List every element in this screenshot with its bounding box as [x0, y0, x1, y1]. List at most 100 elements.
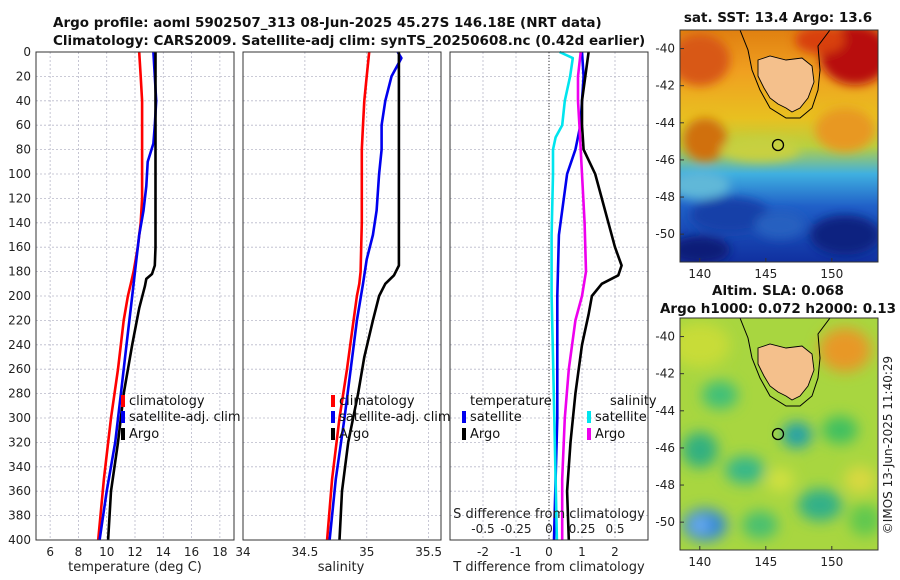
temperature-legend-argo: Argo: [129, 427, 159, 442]
map-ytick-label: -50: [655, 515, 675, 529]
temp-xtick-label: 18: [212, 545, 227, 559]
sst-map: sat. SST: 13.4 Argo: 13.6 -40-42-44-46-4: [655, 10, 879, 281]
series-line-climatology: [325, 51, 371, 541]
sla-map-frame: [679, 317, 879, 551]
legend-swatch-climatology: [331, 395, 335, 407]
s-difference-label: S difference from climatology: [453, 507, 645, 522]
temperature-xlabel: temperature (deg C): [68, 560, 202, 575]
depth-tick-label: 160: [8, 240, 31, 254]
series-line-argo: [338, 52, 401, 541]
sst-patches: [680, 30, 878, 262]
depth-tick-label: 320: [8, 435, 31, 449]
figure-title-line1: Argo profile: aoml 5902507_313 08-Jun-20…: [53, 15, 602, 31]
depth-tick-label: 240: [8, 338, 31, 352]
map-ytick-label: -42: [655, 79, 675, 93]
map-ytick-label: -42: [655, 367, 675, 381]
diff-xtick-label: 0: [545, 545, 553, 559]
legend-swatch-s-argo: [587, 428, 591, 440]
depth-tick-label: 0: [23, 45, 31, 59]
s-diff-tick-label: -0.5: [471, 522, 494, 536]
depth-tick-label: 80: [16, 143, 31, 157]
sal-xtick-label: 34: [235, 545, 250, 559]
salinity-axes-frame: [242, 51, 442, 541]
temperature-legend-climatology: climatology: [129, 394, 205, 409]
diff-xtick-label: 1: [578, 545, 586, 559]
sla-map-title: Altim. SLA: 0.068: [712, 283, 844, 299]
sla-map: Altim. SLA: 0.068 Argo h1000: 0.072 h200…: [655, 283, 896, 569]
temperature-legend: climatology satellite-adj. clim Argo: [121, 394, 241, 442]
bathymetry-contour: [739, 30, 831, 119]
map-ytick-label: -40: [655, 330, 675, 344]
depth-tick-label: 180: [8, 265, 31, 279]
depth-tick-label: 200: [8, 289, 31, 303]
depth-tick-label: 280: [8, 387, 31, 401]
depth-tick-label: 220: [8, 313, 31, 327]
legend-swatch-satellite: [121, 411, 125, 423]
series-line-satellite-adj-clim: [328, 51, 403, 541]
temperature-axes-frame: [35, 51, 235, 541]
sst-map-frame: [679, 29, 879, 263]
map-ytick-label: -44: [655, 404, 675, 418]
bathymetry-contour: [739, 318, 831, 407]
map-ytick-label: -48: [655, 190, 675, 204]
figure-title-line2: Climatology: CARS2009. Satellite-adj cli…: [53, 33, 645, 49]
legend-title-salinity: salinity: [610, 394, 657, 409]
s-diff-tick-label: 0.5: [605, 522, 624, 536]
legend-s-argo: Argo: [595, 427, 625, 442]
temp-xtick-label: 16: [184, 545, 199, 559]
salinity-legend-climatology: climatology: [339, 394, 415, 409]
tasmania-landmass: [757, 343, 815, 401]
temp-xtick-label: 10: [99, 545, 114, 559]
diff-xtick-label: 2: [611, 545, 619, 559]
map-ytick-label: -40: [655, 42, 675, 56]
difference-axes-frame: [449, 51, 649, 541]
map-ytick-label: -46: [655, 441, 675, 455]
legend-swatch-argo: [121, 428, 125, 440]
series-line-salinity-satellite: [550, 50, 575, 541]
map-xtick-label: 150: [820, 267, 843, 281]
series-line-salinity-argo: [560, 51, 588, 540]
legend-swatch-satellite: [331, 411, 335, 423]
diff-xtick-label: -2: [477, 545, 489, 559]
series-line-argo: [106, 52, 157, 541]
depth-tick-label: 360: [8, 484, 31, 498]
s-diff-tick-label: -0.25: [500, 522, 531, 536]
temp-xtick-label: 12: [127, 545, 142, 559]
sal-xtick-label: 35: [359, 545, 374, 559]
map-xtick-label: 150: [820, 555, 843, 569]
salinity-legend: climatology satellite-adj. clim Argo: [331, 394, 451, 442]
legend-swatch-t-satellite: [462, 411, 466, 423]
legend-s-satellite: satellite: [595, 410, 647, 425]
tasmania-landmass: [757, 55, 815, 113]
difference-xlabel: T difference from climatology: [452, 560, 645, 575]
depth-tick-label: 100: [8, 167, 31, 181]
s-diff-tick-label: 0: [545, 522, 553, 536]
map-xtick-label: 140: [688, 555, 711, 569]
depth-tick-label: 120: [8, 191, 31, 205]
map-ytick-label: -48: [655, 478, 675, 492]
diff-xtick-label: -1: [510, 545, 522, 559]
legend-swatch-s-satellite: [587, 411, 591, 423]
legend-swatch-climatology: [121, 395, 125, 407]
salinity-xlabel: salinity: [318, 560, 365, 575]
s-diff-tick-label: 0.25: [569, 522, 596, 536]
temp-xtick-label: 6: [46, 545, 54, 559]
map-xtick-label: 145: [754, 267, 777, 281]
depth-tick-label: 260: [8, 362, 31, 376]
map-ytick-label: -44: [655, 116, 675, 130]
argo-float-marker: [771, 138, 785, 152]
difference-panel: -2 -1 0 1 2 -0.5 -0.25 0 0.25 0.5 S difference f…: [449, 50, 657, 575]
depth-tick-label: 20: [16, 69, 31, 83]
depth-tick-label: 400: [8, 533, 31, 547]
map-xtick-label: 145: [754, 555, 777, 569]
argo-float-marker: [771, 427, 785, 441]
sst-map-title: sat. SST: 13.4 Argo: 13.6: [684, 10, 872, 26]
depth-tick-label: 300: [8, 411, 31, 425]
salinity-panel: 34 34.5 35 35.5 salinity climatology satell…: [235, 51, 451, 575]
map-ytick-label: -46: [655, 153, 675, 167]
depth-tick-label: 140: [8, 216, 31, 230]
sal-xtick-label: 35.5: [415, 545, 442, 559]
sla-map-subtitle: Argo h1000: 0.072 h2000: 0.13: [660, 301, 896, 317]
salinity-legend-argo: Argo: [339, 427, 369, 442]
